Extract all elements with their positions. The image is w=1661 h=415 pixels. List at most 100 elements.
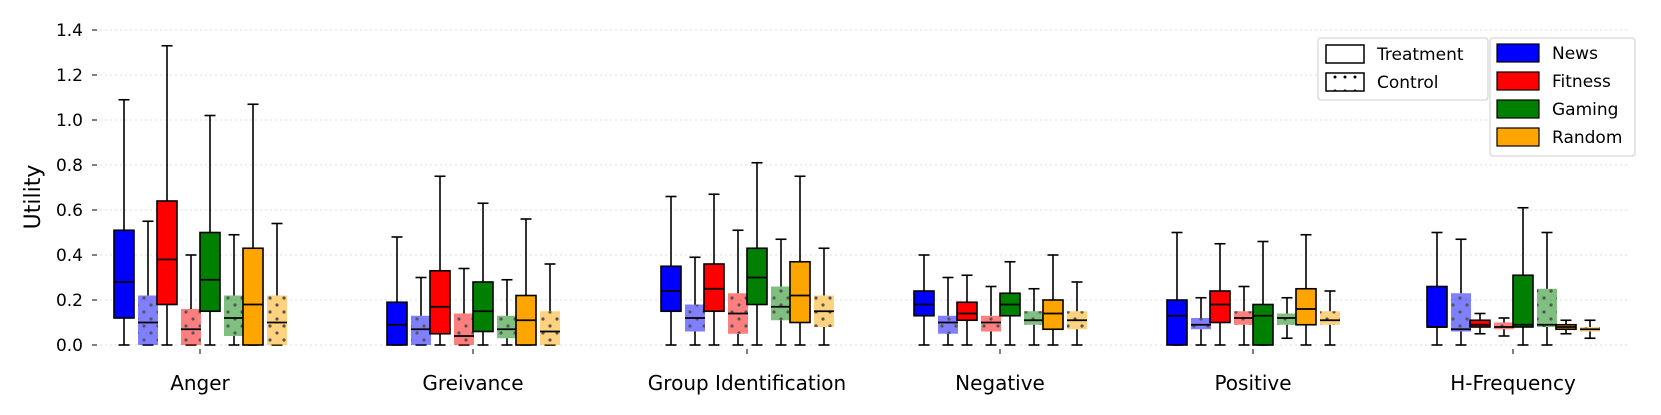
grid-lines <box>100 29 1630 346</box>
legend-label-fitness: Fitness <box>1552 72 1611 92</box>
box-h-frequency-random-treatment <box>1555 319 1577 335</box>
box-body <box>1295 287 1317 326</box>
box-greivance-gaming-control <box>497 278 517 346</box>
box-dot-pattern <box>1277 313 1297 325</box>
box-body <box>1166 299 1188 346</box>
box-positive-news-control <box>1191 296 1211 346</box>
box-body <box>703 263 725 313</box>
y-tick-label: 0.0 <box>56 336 83 356</box>
box-h-frequency-news-control <box>1451 238 1471 346</box>
box-h-frequency-fitness-control <box>1494 317 1514 337</box>
box-h-frequency-fitness-treatment <box>1469 312 1491 335</box>
box-dot-pattern <box>771 286 791 321</box>
box-greivance-fitness-control <box>454 267 474 346</box>
box-dot-pattern <box>454 313 474 345</box>
box-anger-news-control <box>138 220 158 346</box>
box-body <box>660 265 682 313</box>
category-label: Anger <box>170 371 230 395</box>
box-greivance-news-control <box>411 276 431 346</box>
box-dot-pattern <box>411 315 431 345</box>
box-negative-random-control <box>1067 281 1087 346</box>
y-tick-label: 1.0 <box>56 111 83 131</box>
y-tick-label: 1.4 <box>56 21 83 41</box>
box-negative-news-control <box>938 276 958 346</box>
box-negative-gaming-control <box>1024 287 1044 346</box>
box-positive-fitness-treatment <box>1209 242 1231 346</box>
box-body <box>1426 285 1448 328</box>
box-greivance-news-treatment <box>386 236 408 346</box>
legend-swatch-gaming <box>1496 99 1540 119</box>
box-h-frequency-gaming-treatment <box>1512 206 1534 346</box>
box-greivance-gaming-treatment <box>472 202 494 346</box>
y-tick-label: 0.6 <box>56 201 83 221</box>
box-body <box>1252 303 1274 346</box>
box-group-identification-random-control <box>814 247 834 346</box>
box-h-frequency-news-treatment <box>1426 231 1448 346</box>
box-negative-random-treatment <box>1042 254 1064 346</box>
legend-swatch-control <box>1325 72 1365 92</box>
box-h-frequency-random-control <box>1580 319 1600 340</box>
legend-label-treatment: Treatment <box>1376 45 1464 65</box>
box-group-identification-random-treatment <box>789 175 811 346</box>
legend-swatch-treatment <box>1325 44 1365 64</box>
box-dot-pattern <box>138 295 158 345</box>
y-tick-label: 0.2 <box>56 291 83 311</box>
box-body <box>789 260 811 324</box>
box-group-identification-fitness-control <box>728 229 748 346</box>
box-positive-gaming-treatment <box>1252 240 1274 346</box>
box-anger-fitness-treatment <box>156 44 178 346</box>
box-negative-news-treatment <box>913 254 935 346</box>
box-dot-pattern <box>981 315 1001 332</box>
y-axis-ticks: 0.0 0.2 0.4 0.6 0.8 1.0 1.2 1.4 <box>56 21 97 356</box>
legend-swatch-fitness <box>1496 71 1540 91</box>
y-axis-title: Utility <box>21 165 46 230</box>
legend-label-random: Random <box>1552 128 1622 148</box>
box-body <box>113 229 135 319</box>
box-dot-pattern <box>1024 311 1044 325</box>
box-anger-random-treatment <box>242 103 264 346</box>
box-positive-random-control <box>1320 290 1340 346</box>
box-body <box>1469 319 1491 328</box>
box-dot-pattern <box>497 315 517 339</box>
box-dot-pattern <box>1494 322 1514 330</box>
box-dot-pattern <box>181 309 201 345</box>
box-body <box>1209 290 1231 324</box>
y-tick-label: 0.8 <box>56 156 83 176</box>
box-dot-pattern <box>1537 288 1557 327</box>
box-body <box>199 231 221 313</box>
category-label: Greivance <box>422 371 523 395</box>
box-group-identification-gaming-treatment <box>746 161 768 346</box>
legend-label-control: Control <box>1377 73 1438 93</box>
box-negative-fitness-treatment <box>956 274 978 346</box>
box-dot-pattern <box>1451 293 1471 332</box>
box-positive-gaming-control <box>1277 296 1297 340</box>
box-body <box>1042 299 1064 331</box>
box-dot-pattern <box>267 295 287 345</box>
legend-label-news: News <box>1552 44 1598 64</box>
box-anger-fitness-control <box>181 254 201 346</box>
box-body <box>746 247 768 306</box>
box-greivance-random-control <box>540 263 560 346</box>
legend-label-gaming: Gaming <box>1552 100 1618 120</box>
legend-groups-frame <box>1489 37 1636 157</box>
box-positive-news-treatment <box>1166 231 1188 346</box>
box-anger-gaming-control <box>224 233 244 346</box>
box-body <box>913 290 935 317</box>
box-group-identification-fitness-treatment <box>703 193 725 346</box>
box-negative-gaming-treatment <box>999 260 1021 346</box>
category-label: Positive <box>1214 371 1291 395</box>
legend-swatch-random <box>1496 127 1540 147</box>
box-plots <box>113 44 1600 346</box>
box-body <box>429 269 451 335</box>
box-dot-pattern <box>1191 318 1211 330</box>
box-body <box>386 301 408 346</box>
box-greivance-random-treatment <box>515 218 537 346</box>
legend-groups: News Fitness Gaming Random <box>1489 37 1636 157</box>
box-dot-pattern <box>1320 311 1340 325</box>
box-dot-pattern <box>938 315 958 334</box>
box-group-identification-news-treatment <box>660 195 682 346</box>
box-anger-gaming-treatment <box>199 114 221 346</box>
box-body <box>156 200 178 306</box>
y-tick-label: 0.4 <box>56 246 83 266</box>
